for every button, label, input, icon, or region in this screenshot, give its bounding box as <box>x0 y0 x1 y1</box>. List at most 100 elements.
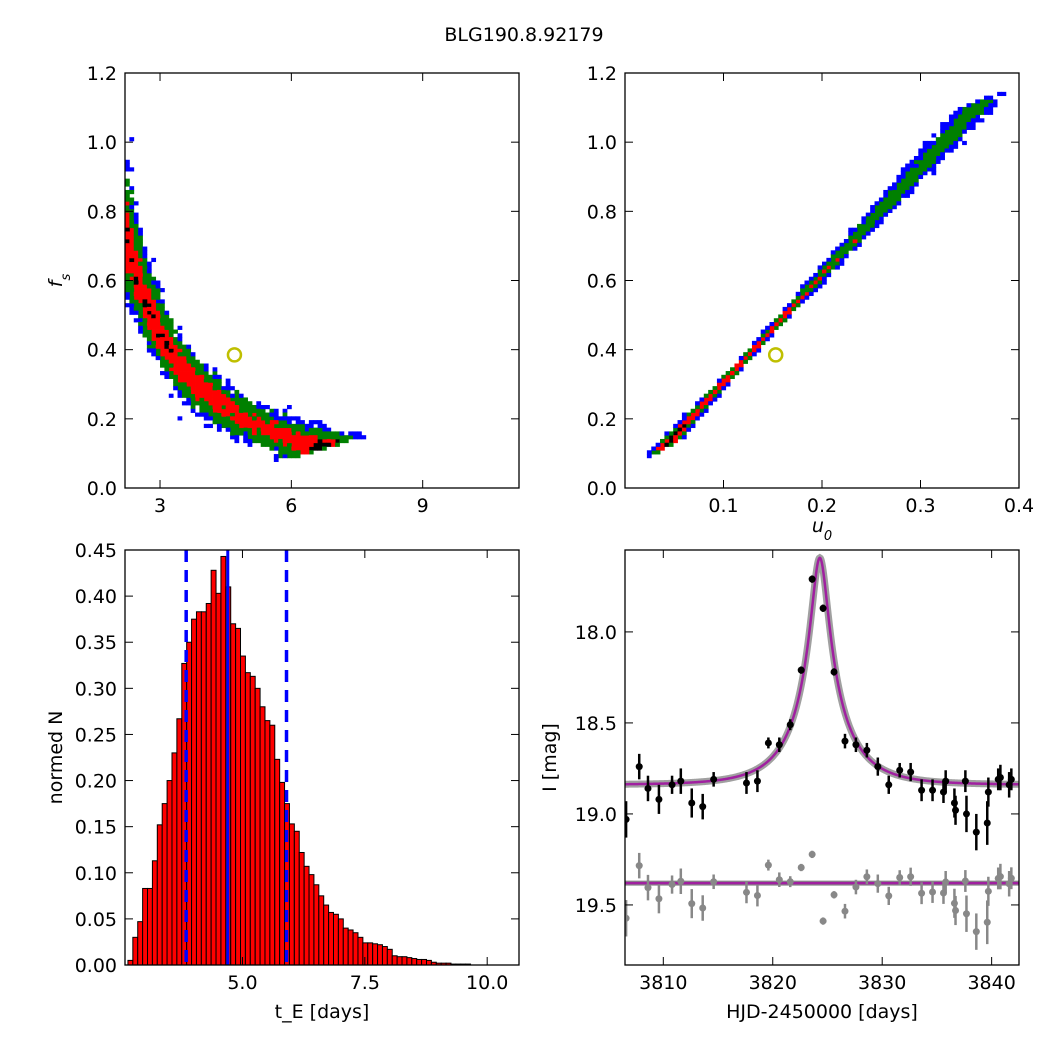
density-cell-mid <box>699 408 705 413</box>
density-cell-mid <box>966 118 972 123</box>
density-cell-mid <box>927 163 932 168</box>
density-cell-inner <box>304 450 310 455</box>
density-cell-inner <box>133 284 139 289</box>
density-cell-inner <box>146 291 152 296</box>
density-cell-outer <box>953 140 959 146</box>
density-cell-mid <box>142 276 148 281</box>
density-cell-mid <box>905 174 910 180</box>
density-cell-inner <box>813 280 819 285</box>
density-cell-outer <box>129 167 135 172</box>
data-point <box>983 819 991 827</box>
density-cell-inner <box>660 446 665 451</box>
density-cell-mid <box>326 435 332 440</box>
density-cell-inner <box>791 303 797 308</box>
density-cell-mid <box>129 189 135 195</box>
figure-title: BLG190.8.92179 <box>444 24 603 46</box>
density-cell-outer <box>146 269 152 274</box>
y-tick-label: 0.2 <box>87 409 117 431</box>
density-cell-mid <box>181 352 187 357</box>
density-cell-inner <box>164 355 170 361</box>
density-cell-mid <box>155 288 161 293</box>
density-cell-mid <box>168 374 174 379</box>
histogram-bar <box>377 944 383 966</box>
density-cell-core <box>125 227 130 232</box>
density-cell-mid <box>256 427 262 432</box>
histogram-bar <box>303 865 310 966</box>
density-cell-outer <box>887 208 893 213</box>
density-cell-outer <box>905 193 910 198</box>
density-cell-mid <box>125 284 130 289</box>
density-cell-inner <box>852 239 858 244</box>
density-cell-inner <box>778 318 783 323</box>
density-cell-mid <box>291 431 297 436</box>
density-cell-mid <box>664 435 670 440</box>
y-axis-label: I [mag] <box>539 723 561 792</box>
density-cell-outer <box>177 333 183 338</box>
density-cell-mid <box>813 276 819 281</box>
density-cell-inner <box>151 337 157 342</box>
density-cell-mid <box>225 393 231 398</box>
y-axis-label: fs <box>45 274 74 288</box>
density-cell-outer <box>322 427 327 432</box>
density-cell-outer <box>751 352 757 357</box>
density-cell-outer <box>944 148 950 153</box>
density-cell-outer <box>703 408 709 413</box>
density-cell-inner <box>177 359 183 364</box>
density-cell-outer <box>883 189 889 195</box>
density-cell-inner <box>230 405 235 410</box>
density-cell-inner <box>142 314 148 319</box>
density-cell-mid <box>931 148 937 153</box>
density-cell-mid <box>935 137 941 142</box>
density-cell-mid <box>186 393 192 398</box>
density-cell-mid <box>953 125 959 130</box>
density-cell-outer <box>291 416 297 421</box>
residual-point <box>699 904 707 912</box>
density-cell-outer <box>931 167 937 172</box>
density-cell-outer <box>699 412 705 417</box>
data-point <box>710 775 718 783</box>
histogram-bar <box>288 823 295 966</box>
density-cell-outer <box>308 423 314 429</box>
density-cell-mid <box>155 303 161 308</box>
density-cell-inner <box>133 265 139 270</box>
density-cell-mid <box>975 103 980 108</box>
density-cell-mid <box>900 178 906 183</box>
density-cell-inner <box>138 272 143 278</box>
data-point <box>841 737 849 745</box>
density-cell-mid <box>133 246 139 251</box>
density-cell-mid <box>251 438 257 444</box>
density-cell-mid <box>216 386 222 391</box>
density-cell-mid <box>247 408 253 413</box>
density-cell-outer <box>151 280 157 285</box>
density-cell-inner <box>181 355 187 361</box>
density-cell-inner <box>129 227 135 232</box>
density-cell-inner <box>199 378 205 383</box>
density-cell-mid <box>878 208 884 213</box>
density-cell-inner <box>133 269 139 274</box>
density-cell-core <box>125 239 130 244</box>
density-cell-outer <box>216 427 222 432</box>
density-cell-mid <box>256 438 262 444</box>
density-cell-inner <box>216 401 222 406</box>
density-cell-outer <box>935 156 941 161</box>
data-point <box>797 666 805 674</box>
density-cell-mid <box>913 174 919 180</box>
density-cell-inner <box>155 337 161 342</box>
density-cell-inner <box>195 374 200 379</box>
density-cell-inner <box>690 416 696 421</box>
density-cell-mid <box>125 178 130 183</box>
density-cell-outer <box>935 159 941 164</box>
histogram-bar <box>293 830 300 966</box>
density-cell-mid <box>970 103 976 108</box>
density-cell-outer <box>782 306 788 312</box>
density-cell-outer <box>646 454 652 459</box>
density-cell-outer <box>230 386 235 391</box>
density-cell-inner <box>786 306 792 312</box>
density-cell-mid <box>133 231 139 236</box>
density-cell-outer <box>940 129 945 134</box>
density-cell-mid <box>800 291 805 296</box>
density-cell-inner <box>173 344 178 349</box>
density-cell-mid <box>129 197 135 202</box>
data-point <box>625 815 630 823</box>
density-cell-outer <box>970 118 976 123</box>
